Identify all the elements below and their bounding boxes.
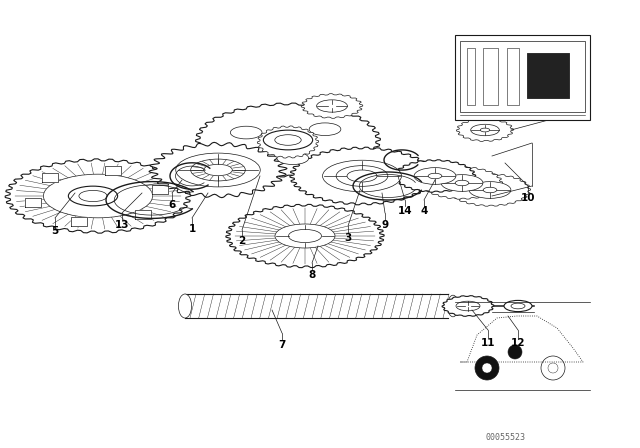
Polygon shape xyxy=(290,147,434,205)
Ellipse shape xyxy=(204,164,232,176)
Bar xyxy=(527,53,569,98)
Polygon shape xyxy=(5,159,191,233)
Bar xyxy=(527,53,569,98)
Polygon shape xyxy=(135,210,151,219)
Ellipse shape xyxy=(309,123,341,136)
Polygon shape xyxy=(226,204,384,267)
Polygon shape xyxy=(442,296,494,316)
Ellipse shape xyxy=(323,160,401,192)
Circle shape xyxy=(508,345,522,359)
Ellipse shape xyxy=(79,190,107,202)
Ellipse shape xyxy=(230,126,262,139)
Ellipse shape xyxy=(480,128,490,132)
Circle shape xyxy=(548,363,558,373)
Text: 10: 10 xyxy=(521,193,535,203)
Polygon shape xyxy=(421,167,502,199)
Ellipse shape xyxy=(179,294,191,318)
Ellipse shape xyxy=(483,187,497,193)
Text: 00055523: 00055523 xyxy=(485,433,525,442)
Ellipse shape xyxy=(317,100,348,112)
Polygon shape xyxy=(394,160,476,192)
Polygon shape xyxy=(149,142,287,198)
Ellipse shape xyxy=(470,124,499,136)
Ellipse shape xyxy=(277,152,308,164)
Ellipse shape xyxy=(511,303,525,309)
Bar xyxy=(483,48,498,105)
Ellipse shape xyxy=(469,181,511,198)
Ellipse shape xyxy=(347,170,377,182)
Ellipse shape xyxy=(289,229,321,243)
Polygon shape xyxy=(42,173,58,182)
Polygon shape xyxy=(152,185,168,194)
Ellipse shape xyxy=(44,174,152,218)
Ellipse shape xyxy=(176,153,260,187)
Text: 5: 5 xyxy=(51,226,59,236)
Polygon shape xyxy=(456,119,513,142)
Text: 8: 8 xyxy=(308,270,316,280)
Ellipse shape xyxy=(441,175,483,191)
Text: 2: 2 xyxy=(238,236,246,246)
Text: 14: 14 xyxy=(397,206,412,216)
Bar xyxy=(467,48,475,105)
Ellipse shape xyxy=(504,301,532,312)
Ellipse shape xyxy=(456,301,480,311)
Circle shape xyxy=(482,363,492,373)
Ellipse shape xyxy=(191,159,245,181)
Text: 3: 3 xyxy=(344,233,351,243)
Text: 1: 1 xyxy=(188,224,196,234)
Polygon shape xyxy=(25,198,41,207)
Text: 11: 11 xyxy=(481,338,495,348)
Ellipse shape xyxy=(275,224,335,248)
Ellipse shape xyxy=(264,130,312,150)
Circle shape xyxy=(475,356,499,380)
Polygon shape xyxy=(71,217,87,226)
Text: 6: 6 xyxy=(168,200,175,210)
Ellipse shape xyxy=(275,135,301,145)
Polygon shape xyxy=(106,166,122,175)
Ellipse shape xyxy=(68,186,118,206)
Ellipse shape xyxy=(428,173,442,179)
Bar xyxy=(460,41,585,112)
Text: 12: 12 xyxy=(511,338,525,348)
Text: 7: 7 xyxy=(278,340,285,350)
Bar xyxy=(455,35,590,120)
Bar xyxy=(507,48,519,105)
Ellipse shape xyxy=(447,295,458,317)
Polygon shape xyxy=(301,94,363,118)
Polygon shape xyxy=(257,126,319,158)
Polygon shape xyxy=(196,103,380,177)
Text: 4: 4 xyxy=(420,206,428,216)
Ellipse shape xyxy=(455,180,469,186)
Ellipse shape xyxy=(336,166,388,186)
Text: 13: 13 xyxy=(115,220,129,230)
Polygon shape xyxy=(449,174,531,206)
Text: 9: 9 xyxy=(381,220,388,230)
Ellipse shape xyxy=(414,168,456,185)
